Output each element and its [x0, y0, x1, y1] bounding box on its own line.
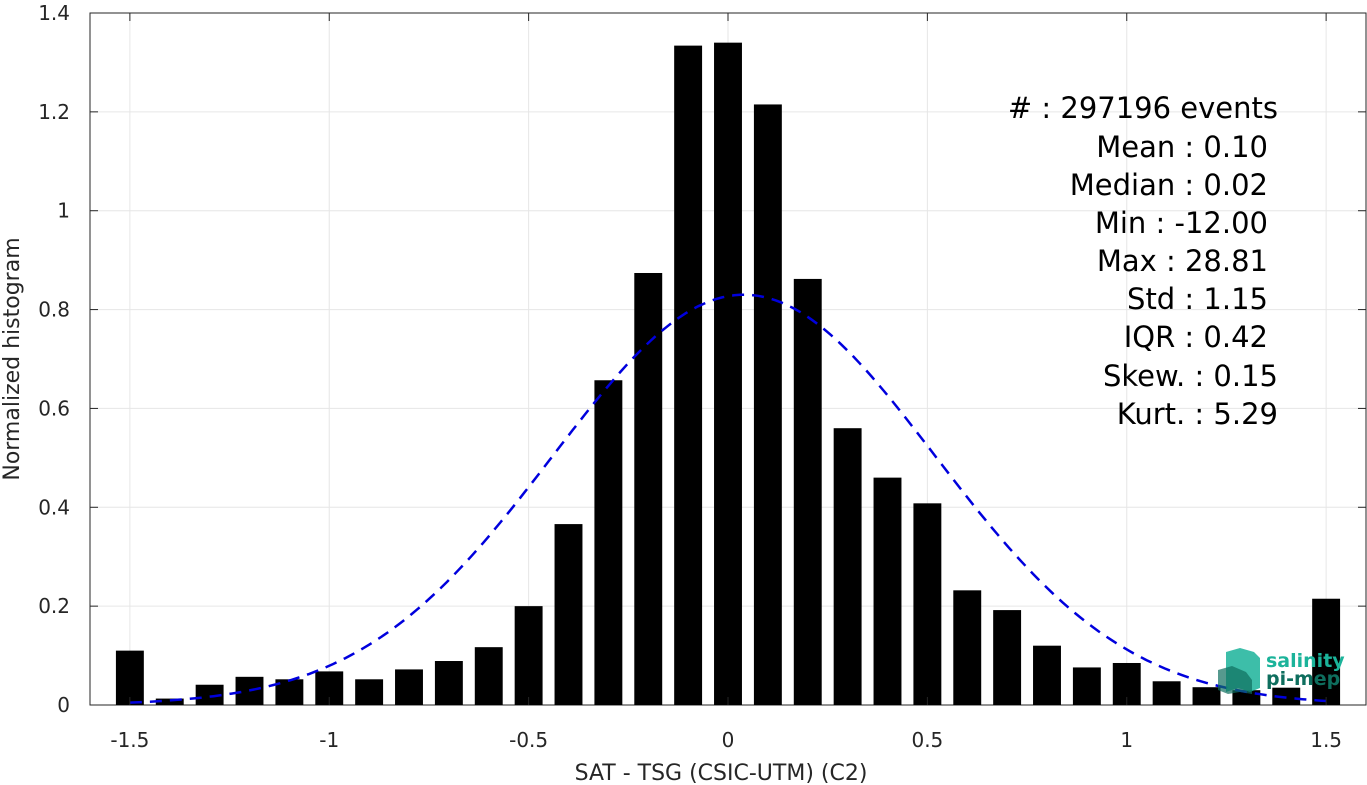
- histogram-bar: [554, 524, 583, 705]
- stat-skew: Skew. : 0.15: [1103, 359, 1278, 393]
- histogram-bar: [993, 610, 1022, 705]
- histogram-bar: [1033, 645, 1061, 705]
- histogram-bar: [753, 104, 782, 705]
- histogram-bar: [474, 647, 503, 705]
- logo-text-salinity: salinity: [1266, 650, 1345, 672]
- histogram-bar: [514, 606, 543, 705]
- stat-iqr: IQR : 0.42: [1124, 320, 1268, 354]
- histogram-bar: [1152, 681, 1181, 705]
- y-tick-label: 1: [57, 199, 70, 223]
- stat-std: Std : 1.15: [1127, 282, 1268, 316]
- histogram-bar: [714, 42, 742, 705]
- stat-count: # : 297196 events: [1008, 91, 1278, 125]
- y-tick-label: 1.4: [38, 1, 70, 25]
- histogram-bar: [953, 590, 982, 705]
- stat-max: Max : 28.81: [1097, 244, 1268, 278]
- y-axis-title: Normalized histogram: [0, 237, 25, 480]
- x-tick-label: 1.5: [1310, 728, 1342, 752]
- x-tick-label: -1: [319, 728, 339, 752]
- ticks-layer: [90, 12, 1366, 706]
- histogram-bar: [1072, 667, 1101, 705]
- histogram-bar: [1192, 687, 1221, 705]
- histogram-bar: [913, 503, 942, 705]
- x-tick-labels: -1.5 -1 -0.5 0 0.5 1 1.5: [110, 728, 1342, 752]
- statistics-annotation: # : 297196 events Mean : 0.10 Median : 0…: [1008, 91, 1278, 431]
- x-tick-label: 1: [1120, 728, 1133, 752]
- histogram-bar: [674, 45, 703, 705]
- histogram-bar: [634, 272, 663, 705]
- y-tick-label: 0.6: [38, 396, 70, 420]
- stat-min: Min : -12.00: [1095, 206, 1268, 240]
- logo-text-pi-mep: pi-mep: [1266, 668, 1340, 690]
- x-tick-label: 0.5: [911, 728, 943, 752]
- histogram-bar: [355, 679, 384, 705]
- y-tick-labels: 0 0.2 0.4 0.6 0.8 1 1.2 1.4: [38, 1, 70, 717]
- histogram-bar: [833, 428, 862, 705]
- y-tick-label: 0.8: [38, 298, 70, 322]
- y-tick-label: 1.2: [38, 100, 70, 124]
- histogram-bar: [793, 278, 822, 705]
- x-tick-label: -0.5: [509, 728, 548, 752]
- histogram-bar: [594, 380, 623, 705]
- stat-mean: Mean : 0.10: [1096, 130, 1268, 164]
- y-tick-label: 0: [57, 693, 70, 717]
- y-tick-label: 0.2: [38, 594, 70, 618]
- histogram-bar: [195, 684, 224, 705]
- histogram-bar: [155, 698, 184, 705]
- y-tick-label: 0.4: [38, 495, 70, 519]
- x-tick-label: 0: [722, 728, 735, 752]
- histogram-bar: [395, 669, 423, 705]
- histogram-bar: [1312, 598, 1341, 705]
- x-axis-title: SAT - TSG (CSIC-UTM) (C2): [575, 761, 868, 785]
- x-tick-label: -1.5: [110, 728, 149, 752]
- stat-kurt: Kurt. : 5.29: [1117, 397, 1278, 431]
- salinity-pi-mep-logo: salinity pi-mep: [1218, 648, 1345, 694]
- stat-median: Median : 0.02: [1070, 168, 1268, 202]
- histogram-bar: [873, 477, 902, 705]
- histogram-bar: [115, 650, 144, 705]
- histogram-bar: [1232, 690, 1261, 705]
- logo-wave-shadow: [1218, 666, 1252, 694]
- normal-fit-curve: [129, 293, 1327, 704]
- histogram-bar: [434, 661, 463, 705]
